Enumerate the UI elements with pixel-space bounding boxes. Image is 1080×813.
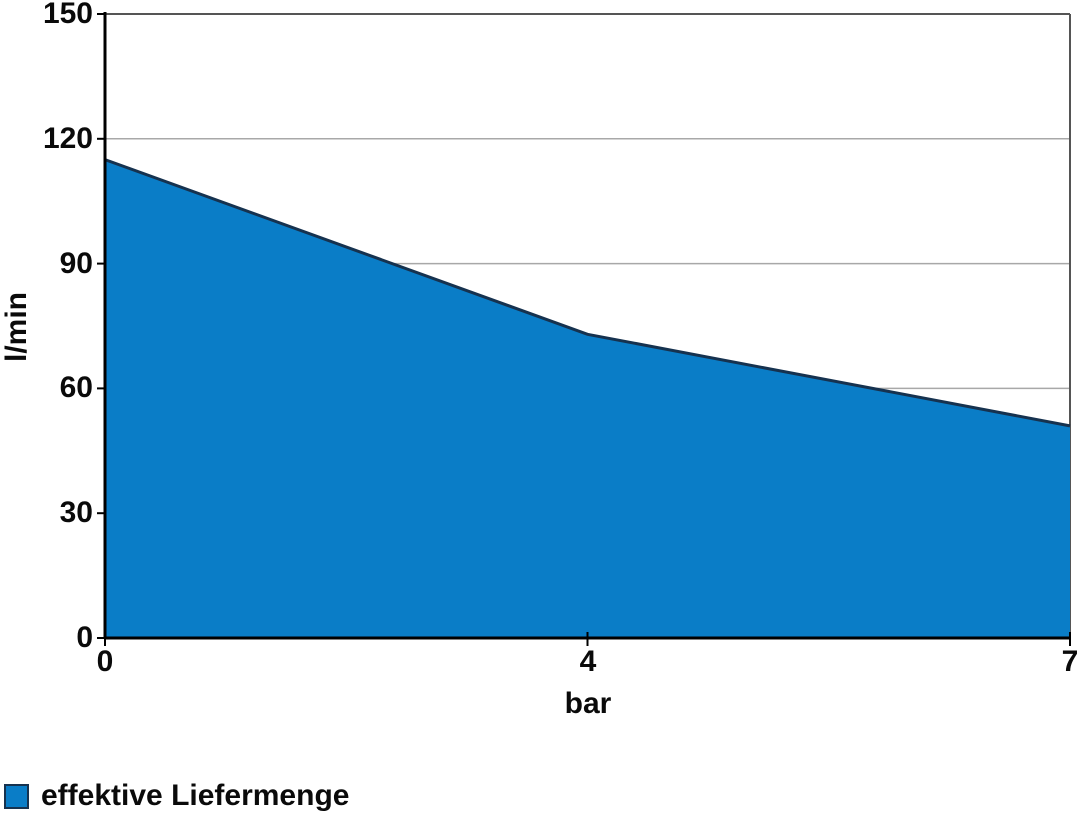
legend-label: effektive Liefermenge xyxy=(41,779,350,812)
legend: effektive Liefermenge xyxy=(4,779,349,813)
y-tick-label-60: 60 xyxy=(59,371,93,404)
y-tick-label-30: 30 xyxy=(59,496,93,529)
y-tick-label-150: 150 xyxy=(42,0,93,30)
y-tick-label-0: 0 xyxy=(76,621,93,654)
y-axis-title: l/min xyxy=(0,291,33,363)
x-tick-label-7: 7 xyxy=(1061,645,1079,678)
y-tick-label-90: 90 xyxy=(59,247,93,280)
legend-swatch-icon xyxy=(4,783,29,809)
plot-area xyxy=(97,12,1071,646)
x-tick-label-4: 4 xyxy=(579,645,597,678)
x-axis-title: bar xyxy=(564,687,612,720)
x-tick-label-0: 0 xyxy=(96,645,114,678)
y-tick-label-120: 120 xyxy=(42,122,93,155)
